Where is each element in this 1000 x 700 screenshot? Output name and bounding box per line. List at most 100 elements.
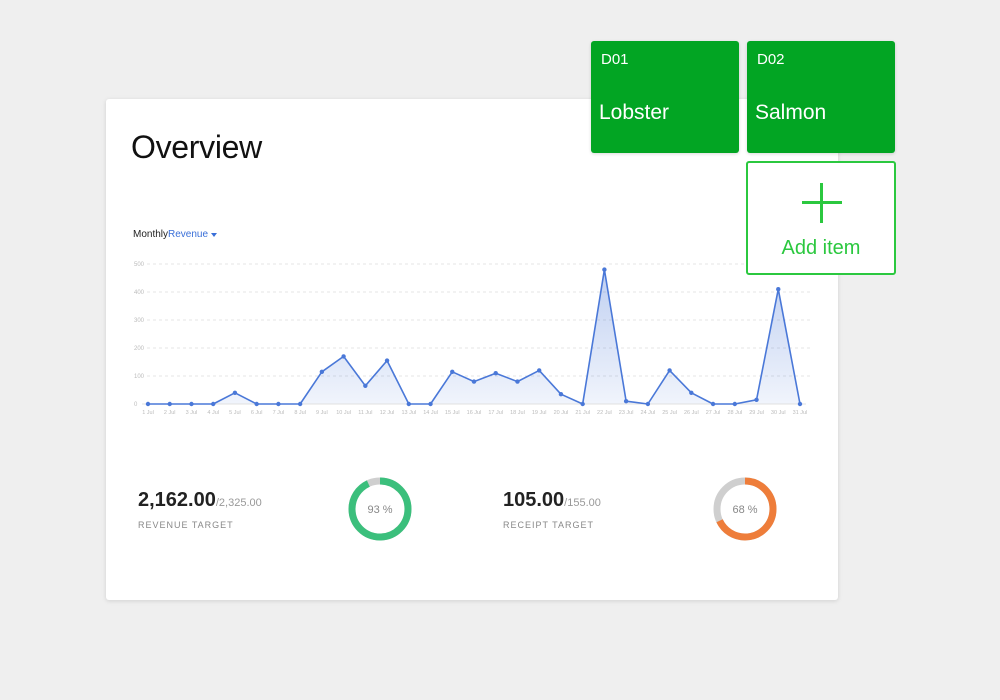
- receipt-target-label: RECEIPT TARGET: [503, 520, 595, 530]
- dish-name: Lobster: [599, 101, 670, 124]
- data-point: [450, 369, 455, 374]
- x-tick-label: 5 Jul: [229, 410, 241, 416]
- y-tick-label: 0: [134, 402, 138, 408]
- data-point: [428, 401, 433, 407]
- data-point: [537, 368, 542, 373]
- dish-code: D01: [601, 51, 629, 68]
- data-point: [211, 401, 216, 407]
- x-tick-label: 17 Jul: [488, 410, 503, 416]
- data-point: [493, 371, 498, 376]
- plus-icon: [802, 183, 842, 223]
- receipt-target-value: 105.00: [503, 489, 565, 511]
- add-item-label: Add item: [781, 237, 861, 259]
- x-tick-label: 15 Jul: [445, 410, 460, 416]
- data-point: [254, 401, 259, 407]
- data-point: [297, 401, 303, 407]
- receipt-target-total: /155.00: [564, 497, 601, 509]
- x-tick-label: 27 Jul: [706, 410, 721, 416]
- x-tick-label: 19 Jul: [532, 410, 547, 416]
- x-tick-label: 10 Jul: [336, 410, 351, 416]
- y-tick-label: 500: [134, 262, 145, 268]
- data-point: [232, 390, 238, 395]
- data-point: [797, 401, 803, 407]
- revenue-target-stat: 2,162.00/2,325.00 REVENUE TARGET: [138, 489, 262, 530]
- receipt-target-percent: 68 %: [732, 504, 757, 516]
- x-tick-label: 28 Jul: [727, 410, 742, 416]
- revenue-target-value: 2,162.00: [138, 489, 216, 511]
- dish-tile-salmon[interactable]: D02 Salmon: [747, 41, 895, 153]
- y-tick-label: 200: [134, 346, 145, 352]
- x-tick-label: 2 Jul: [164, 410, 176, 416]
- x-tick-label: 14 Jul: [423, 410, 438, 416]
- data-point: [689, 390, 694, 395]
- page-title: Overview: [131, 129, 262, 165]
- period-label: Monthly: [133, 229, 169, 240]
- revenue-target-percent: 93 %: [367, 504, 392, 516]
- x-tick-label: 11 Jul: [358, 410, 372, 416]
- dish-code: D02: [757, 51, 785, 68]
- x-tick-label: 9 Jul: [316, 410, 328, 416]
- revenue-target-donut: 93 %: [348, 477, 412, 541]
- data-point: [602, 267, 607, 272]
- x-tick-label: 12 Jul: [380, 410, 395, 416]
- add-item-button[interactable]: Add item: [746, 161, 896, 275]
- data-point: [189, 401, 194, 407]
- x-tick-label: 30 Jul: [771, 410, 786, 416]
- data-point: [667, 368, 672, 373]
- x-tick-label: 21 Jul: [575, 410, 590, 416]
- data-point: [276, 401, 281, 407]
- x-tick-label: 25 Jul: [662, 410, 677, 416]
- donut-progress-arc: [713, 477, 777, 541]
- x-tick-label: 24 Jul: [641, 410, 656, 416]
- x-tick-label: 3 Jul: [186, 410, 198, 416]
- x-tick-label: 20 Jul: [554, 410, 569, 416]
- chevron-down-icon: [211, 232, 218, 237]
- x-tick-label: 8 Jul: [294, 410, 306, 416]
- y-tick-label: 100: [134, 374, 145, 380]
- donut-progress-arc: [348, 477, 412, 541]
- data-point: [732, 401, 737, 407]
- data-point: [558, 392, 564, 397]
- revenue-target-label: REVENUE TARGET: [138, 520, 234, 530]
- data-point: [471, 379, 477, 384]
- x-tick-label: 31 Jul: [793, 410, 808, 416]
- receipt-target-donut: 68 %: [713, 477, 777, 541]
- x-tick-label: 16 Jul: [467, 410, 482, 416]
- y-tick-label: 300: [134, 318, 145, 324]
- dish-tile-lobster[interactable]: D01 Lobster: [591, 41, 739, 153]
- data-point: [623, 399, 629, 404]
- overview-card: Overview Monthly Revenue 0 100 200 300 400 500…: [106, 99, 838, 600]
- data-point: [580, 401, 585, 407]
- data-point: [776, 287, 781, 292]
- data-point: [406, 401, 411, 407]
- data-point: [319, 369, 325, 374]
- x-tick-label: 13 Jul: [401, 410, 416, 416]
- x-tick-label: 6 Jul: [251, 410, 263, 416]
- data-point: [363, 383, 368, 388]
- data-point: [645, 401, 651, 407]
- x-tick-label: 23 Jul: [619, 410, 634, 416]
- data-point: [145, 401, 151, 407]
- revenue-chart: 0 100 200 300 400 500 1 Jul 2 Jul 3 Jul 4 Jul 5 Ju…: [134, 262, 811, 416]
- data-point: [515, 379, 520, 384]
- x-tick-label: 4 Jul: [207, 410, 219, 416]
- y-tick-label: 400: [134, 290, 145, 296]
- x-tick-label: 26 Jul: [684, 410, 699, 416]
- revenue-area: [148, 269, 800, 404]
- metric-label: Revenue: [168, 229, 209, 240]
- revenue-target-total: /2,325.00: [215, 497, 262, 509]
- data-point: [384, 358, 390, 363]
- x-tick-label: 29 Jul: [749, 410, 764, 416]
- dish-name: Salmon: [755, 101, 827, 124]
- x-tick-label: 1 Jul: [142, 410, 154, 416]
- data-point: [341, 354, 346, 359]
- data-point: [754, 397, 759, 402]
- data-point: [710, 401, 716, 407]
- data-point: [167, 401, 172, 407]
- x-tick-label: 22 Jul: [597, 410, 612, 416]
- x-tick-label: 18 Jul: [510, 410, 525, 416]
- receipt-target-stat: 105.00/155.00 RECEIPT TARGET: [503, 489, 601, 530]
- metric-period-dropdown[interactable]: Monthly Revenue: [133, 229, 218, 240]
- x-tick-label: 7 Jul: [273, 410, 285, 416]
